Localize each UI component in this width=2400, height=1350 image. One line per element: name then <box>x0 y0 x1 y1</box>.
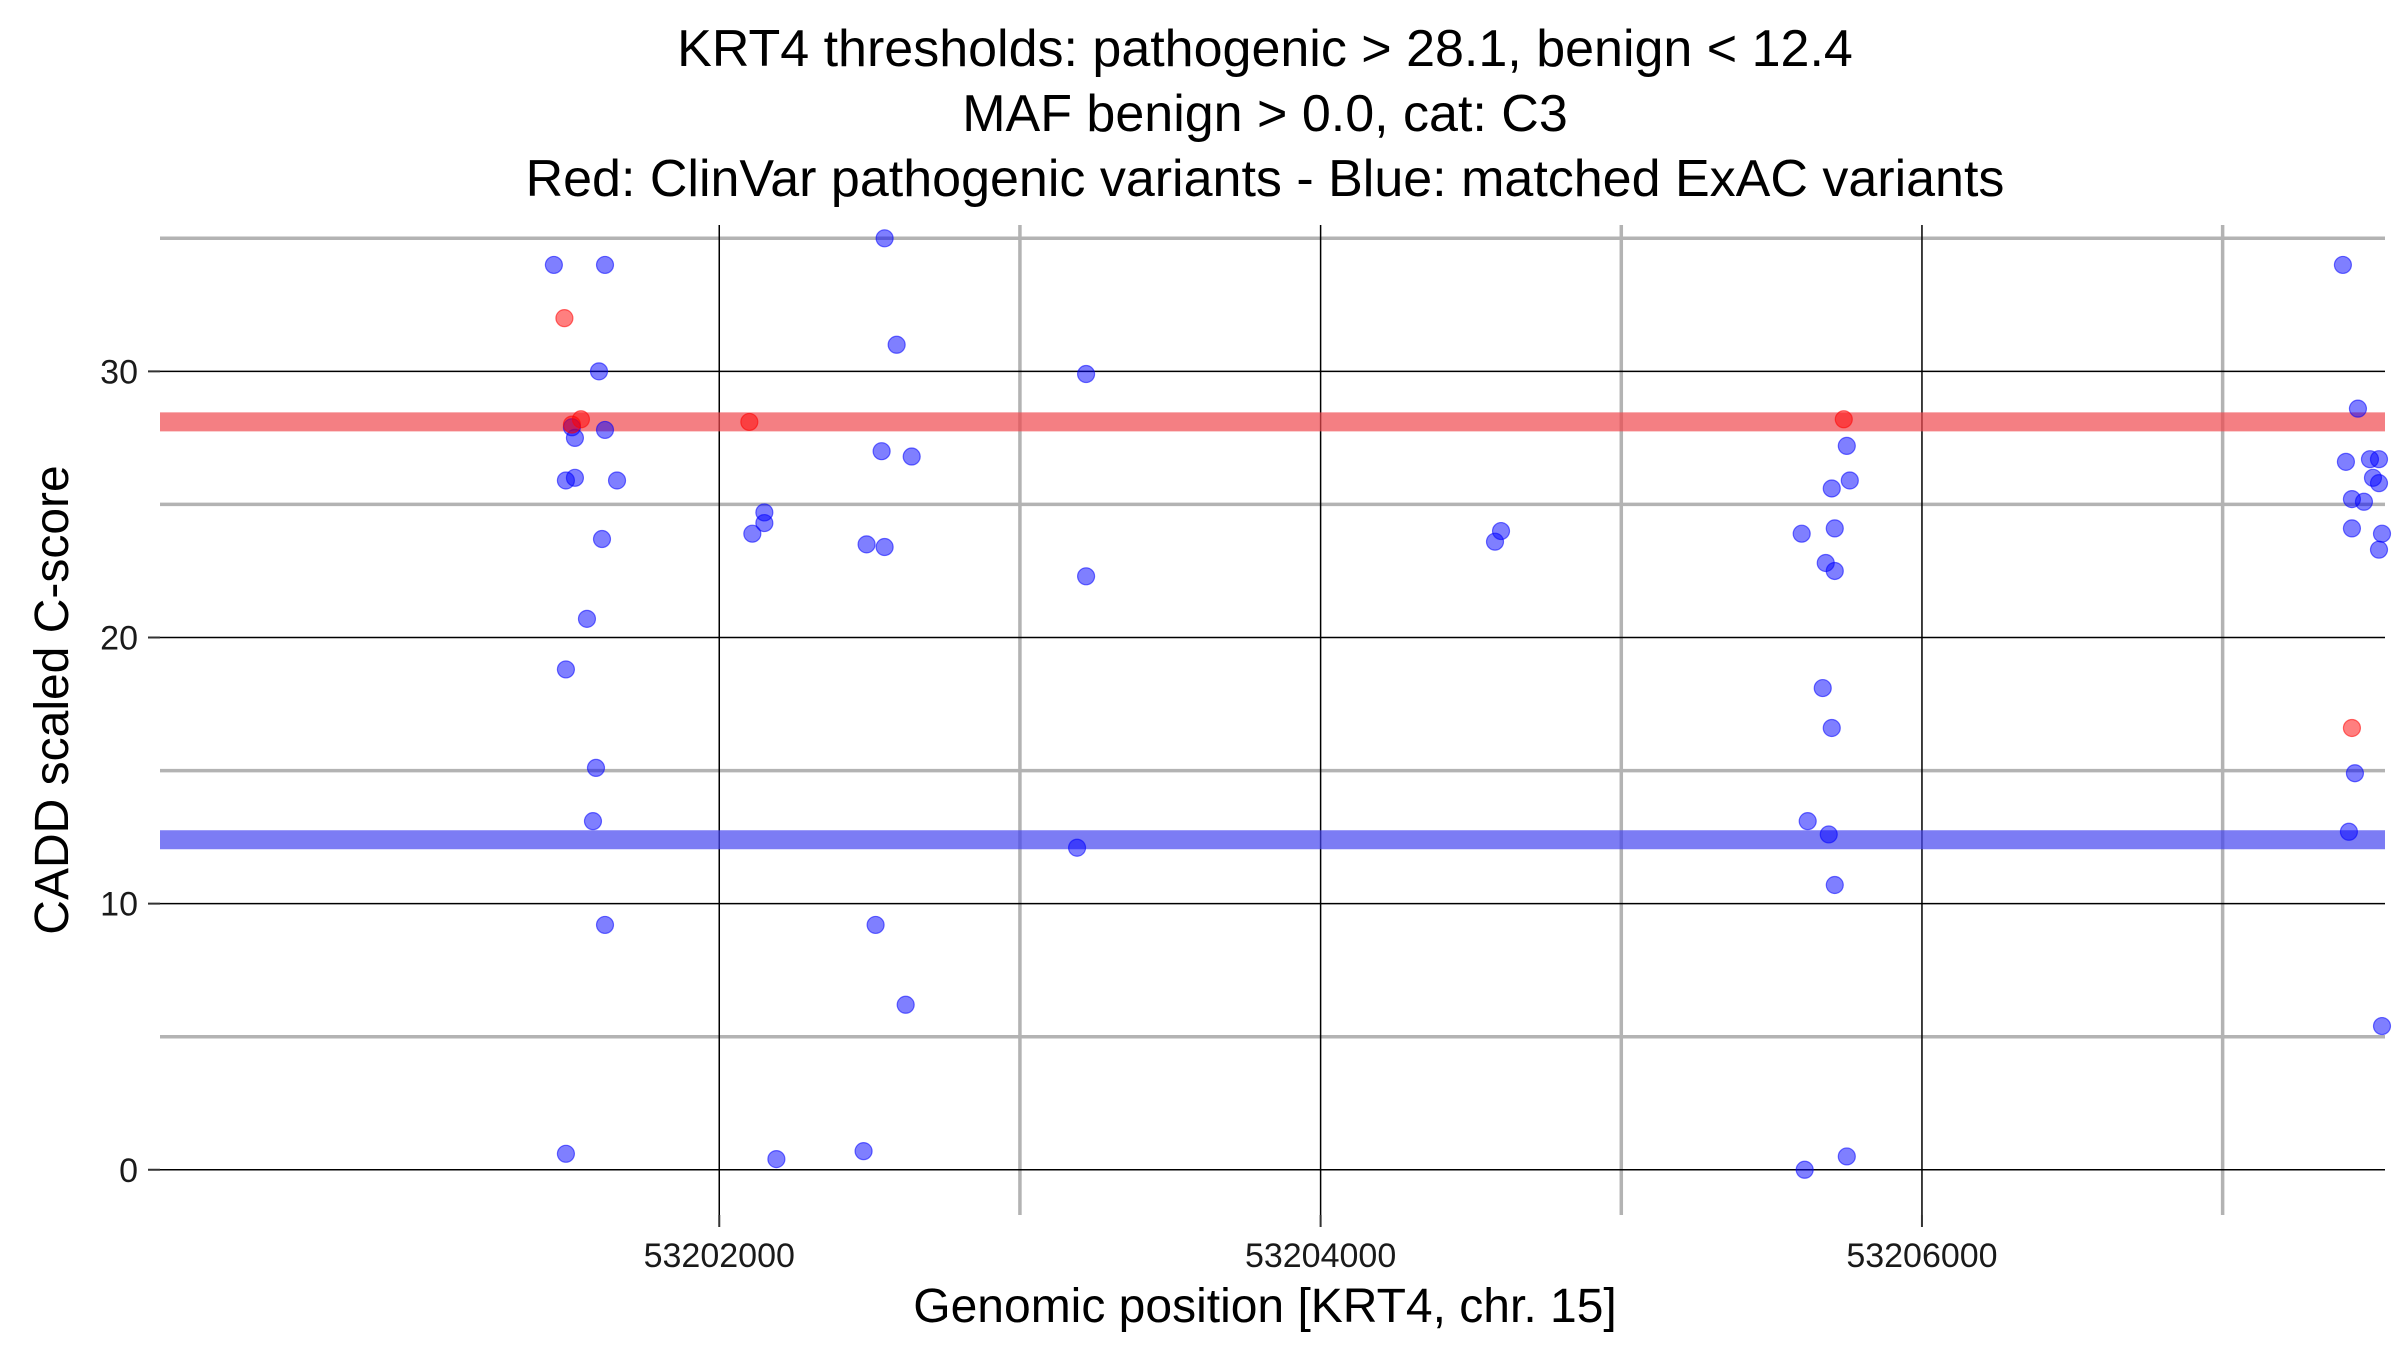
exac-point <box>556 1144 576 1163</box>
clinvar-point <box>740 412 759 432</box>
exac-point <box>586 758 606 778</box>
y-axis-title: CADD scaled C-score <box>26 465 79 934</box>
exac-point <box>1837 1147 1856 1166</box>
exac-point <box>2348 399 2368 418</box>
exac-point <box>872 442 891 461</box>
exac-point <box>887 335 906 354</box>
exac-point <box>595 420 615 440</box>
exac-point <box>556 660 576 679</box>
exac-point <box>1837 436 1856 455</box>
x-axis-title: Genomic position [KRT4, chr. 15] <box>913 1280 1616 1333</box>
exac-point <box>577 609 597 628</box>
exac-point <box>2372 524 2392 543</box>
y-tick-label: 10 <box>100 886 138 924</box>
exac-point <box>2354 492 2374 511</box>
exac-point <box>1825 561 1844 581</box>
exac-point <box>1822 718 1841 738</box>
exac-point <box>2369 540 2389 559</box>
exac-point <box>866 915 885 935</box>
exac-point <box>544 255 563 275</box>
clinvar-point <box>555 309 574 328</box>
x-tick-label: 53204000 <box>1245 1237 1396 1275</box>
exac-point <box>1792 524 1811 543</box>
exac-point <box>1076 364 1096 384</box>
exac-point <box>2372 1016 2392 1036</box>
chart-title: KRT4 thresholds: pathogenic > 28.1, beni… <box>526 20 2005 208</box>
chart-title-line-3: Red: ClinVar pathogenic variants - Blue:… <box>526 150 2005 208</box>
exac-point <box>875 229 894 248</box>
exac-point <box>1825 875 1844 895</box>
exac-point <box>1819 825 1838 844</box>
exac-point <box>2333 255 2353 275</box>
grid <box>160 225 2385 1215</box>
exac-point <box>854 1142 873 1161</box>
y-tick-label: 30 <box>100 353 138 391</box>
exac-point <box>1840 471 1859 490</box>
exac-point <box>2369 474 2389 493</box>
exac-point <box>2336 452 2356 471</box>
exac-point <box>857 535 876 554</box>
exac-point <box>2345 764 2365 783</box>
threshold-lines <box>160 412 2385 850</box>
data-points <box>544 229 2392 1179</box>
x-tick-label: 53206000 <box>1846 1237 1997 1275</box>
axes: 0 10 20 30 53202000 53204000 53206000 <box>100 353 1997 1275</box>
clinvar-point <box>2342 718 2362 738</box>
x-tick-label: 53202000 <box>644 1237 795 1275</box>
exac-point <box>2339 822 2359 841</box>
exac-point <box>1825 519 1844 538</box>
exac-point <box>743 524 762 543</box>
exac-point <box>595 915 615 935</box>
exac-point <box>592 529 612 549</box>
exac-point <box>1067 838 1087 857</box>
clinvar-point <box>571 410 591 429</box>
exac-point <box>583 812 603 831</box>
exac-point <box>896 995 915 1014</box>
chart-title-line-2: MAF benign > 0.0, cat: C3 <box>962 85 1568 143</box>
exac-point <box>1813 678 1832 698</box>
y-tick-label: 20 <box>100 620 138 658</box>
exac-point <box>1798 812 1817 831</box>
exac-point <box>2369 450 2389 469</box>
exac-point <box>1795 1160 1814 1179</box>
exac-point <box>1076 567 1096 586</box>
exac-point <box>875 537 894 557</box>
clinvar-point <box>1834 410 1853 429</box>
exac-point <box>565 468 585 487</box>
exac-point <box>595 255 615 275</box>
exac-point <box>767 1150 786 1169</box>
exac-point <box>755 513 774 533</box>
exac-point <box>1822 479 1841 498</box>
exac-point <box>902 447 921 466</box>
exac-point <box>2342 519 2362 538</box>
y-tick-label: 0 <box>119 1152 138 1190</box>
exac-point <box>1491 521 1511 541</box>
exac-point <box>589 362 609 381</box>
exac-point <box>607 471 627 490</box>
chart-title-line-1: KRT4 thresholds: pathogenic > 28.1, beni… <box>677 20 1853 78</box>
